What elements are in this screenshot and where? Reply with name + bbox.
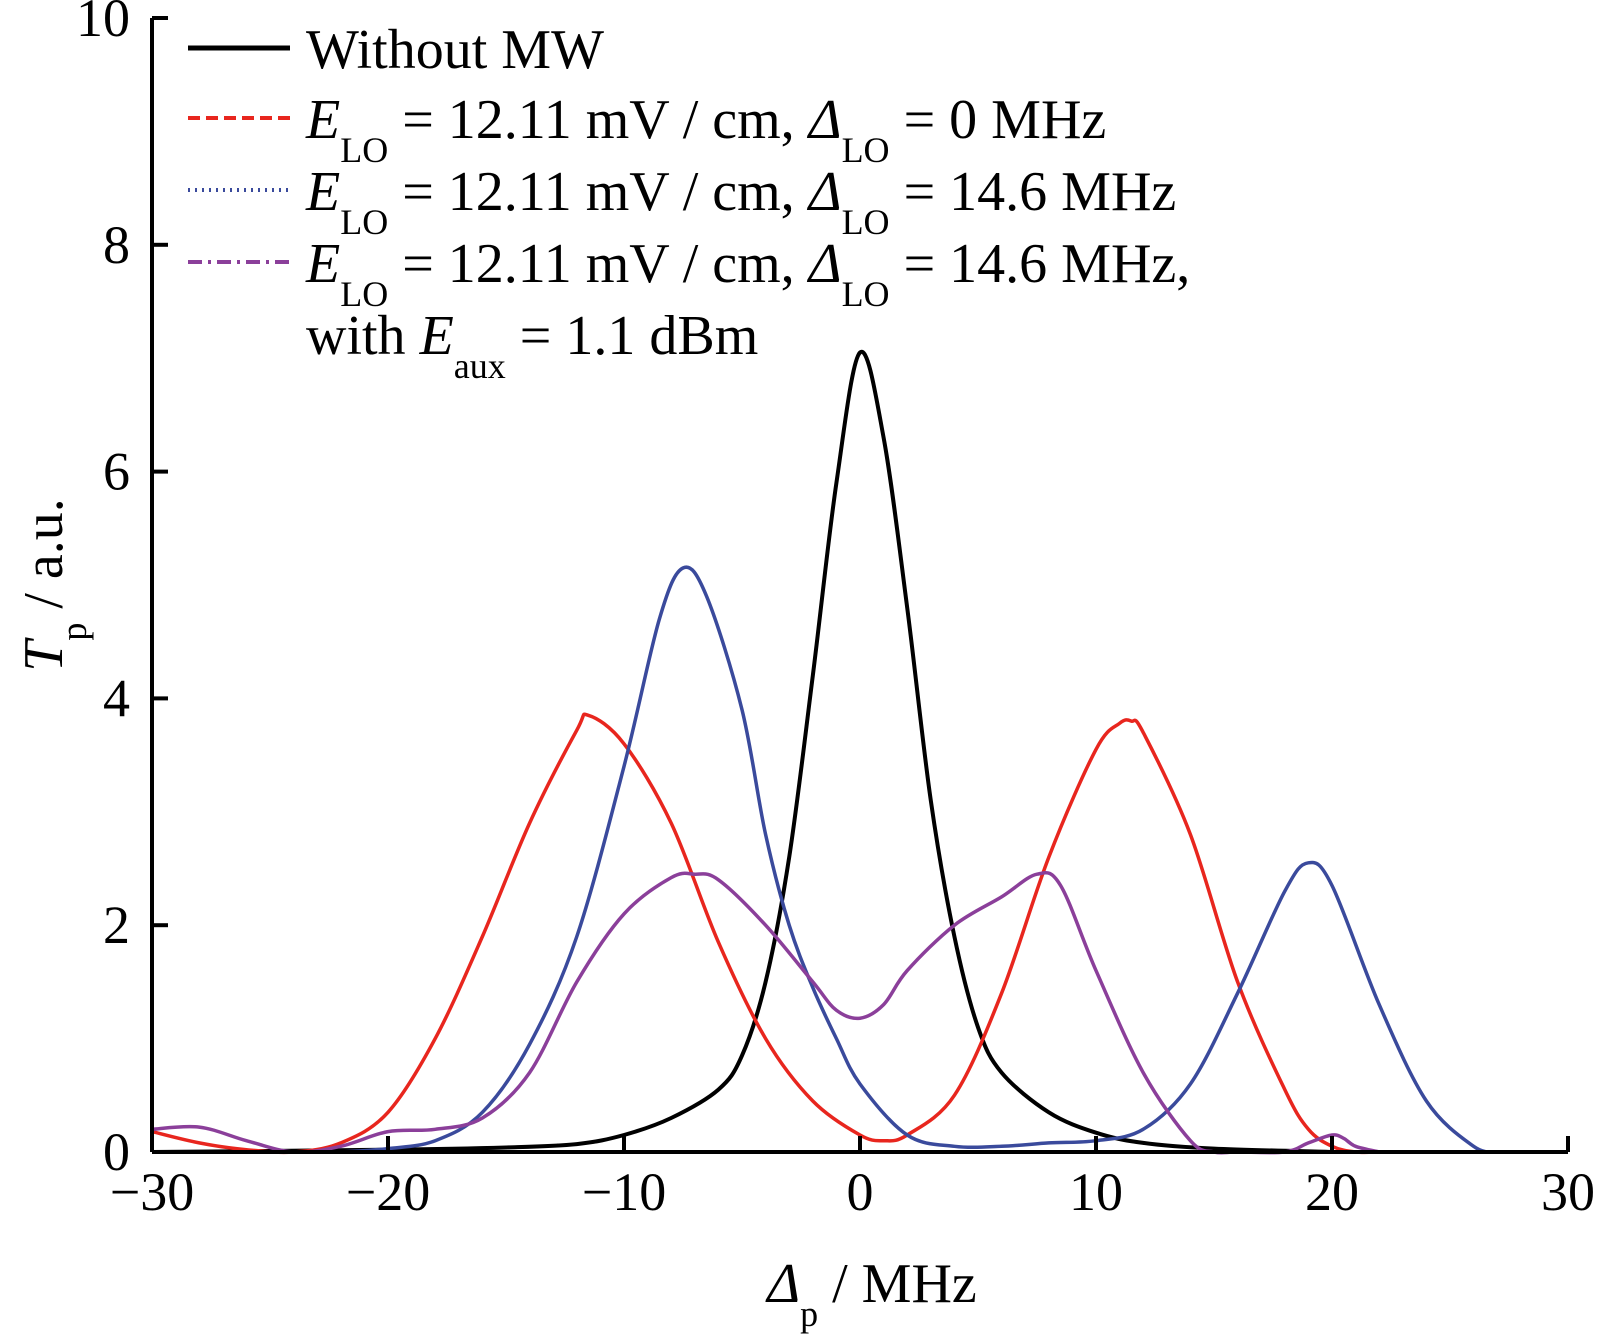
legend-text-run: E bbox=[419, 305, 454, 367]
legend-label-3: ELO = 12.11 mV / cm, ΔLO = 14.6 MHz bbox=[305, 161, 1176, 242]
axes bbox=[150, 16, 1570, 1154]
legend-subscript: LO bbox=[842, 202, 890, 242]
x-tick-label: 10 bbox=[1069, 1162, 1123, 1222]
legend-label-4-line-2: with Eaux = 1.1 dBm bbox=[306, 305, 758, 386]
legend-text-run: = 12.11 mV / cm, bbox=[388, 89, 808, 151]
legend-text-run: Δ bbox=[807, 233, 842, 295]
series-line-1 bbox=[151, 349, 1333, 1154]
y-tick-label: 6 bbox=[103, 442, 130, 502]
y-axis-title: Tp / a.u. bbox=[13, 498, 94, 672]
legend-text-run: = 1.1 dBm bbox=[506, 305, 759, 367]
x-tick-label: −30 bbox=[110, 1162, 194, 1222]
legend-text-run: Δ bbox=[807, 89, 842, 151]
series-layer bbox=[151, 349, 1498, 1155]
legend-subscript: aux bbox=[454, 346, 506, 386]
y-tick-label: 10 bbox=[76, 0, 130, 48]
legend-subscript: LO bbox=[340, 130, 388, 170]
x-tick-label: 0 bbox=[847, 1162, 874, 1222]
legend-text-run: = 12.11 mV / cm, bbox=[388, 233, 808, 295]
tick-labels: −30 −20 −10 0 10 20 30 0 2 4 6 8 10 bbox=[76, 0, 1595, 1222]
axis-titles: Δp / MHz Tp / a.u. bbox=[13, 498, 977, 1334]
x-axis-title-unit: / MHz bbox=[818, 1253, 977, 1315]
series-line-4 bbox=[151, 870, 1380, 1155]
legend-text-run: = 14.6 MHz, bbox=[890, 233, 1191, 295]
y-axis-title-subscript: p bbox=[54, 623, 94, 641]
legend-text-run: E bbox=[305, 161, 340, 223]
x-axis-title: Δp / MHz bbox=[765, 1253, 977, 1334]
x-axis-title-subscript: p bbox=[800, 1294, 818, 1334]
legend-text-run: Δ bbox=[807, 161, 842, 223]
legend-label-2: ELO = 12.11 mV / cm, ΔLO = 0 MHz bbox=[305, 89, 1106, 170]
y-tick-label: 8 bbox=[103, 215, 130, 275]
y-tick-label: 0 bbox=[103, 1122, 130, 1182]
x-tick-label: −10 bbox=[582, 1162, 666, 1222]
x-tick-label: 30 bbox=[1541, 1162, 1595, 1222]
legend-label-1: Without MW bbox=[306, 19, 604, 81]
legend-text-run: = 0 MHz bbox=[890, 89, 1107, 151]
legend-subscript: LO bbox=[340, 202, 388, 242]
y-axis-title-symbol: T bbox=[13, 637, 75, 672]
series-line-3 bbox=[340, 565, 1498, 1154]
legend-text-run: with bbox=[306, 305, 420, 367]
legend-subscript: LO bbox=[340, 274, 388, 314]
legend-text-run: = 12.11 mV / cm, bbox=[388, 161, 808, 223]
x-tick-label: −20 bbox=[346, 1162, 430, 1222]
legend-text-run: = 14.6 MHz bbox=[890, 161, 1177, 223]
legend-subscript: LO bbox=[842, 130, 890, 170]
legend-text-run: E bbox=[305, 233, 340, 295]
y-tick-label: 2 bbox=[103, 895, 130, 955]
legend-label-4: ELO = 12.11 mV / cm, ΔLO = 14.6 MHz, bbox=[305, 233, 1190, 314]
y-tick-label: 4 bbox=[103, 668, 130, 728]
legend-text-run: E bbox=[305, 89, 340, 151]
y-axis-title-unit: / a.u. bbox=[13, 498, 75, 622]
x-axis-title-symbol: Δ bbox=[765, 1253, 800, 1315]
series-line-2 bbox=[151, 712, 1380, 1155]
x-tick-label: 20 bbox=[1305, 1162, 1359, 1222]
legend-subscript: LO bbox=[842, 274, 890, 314]
